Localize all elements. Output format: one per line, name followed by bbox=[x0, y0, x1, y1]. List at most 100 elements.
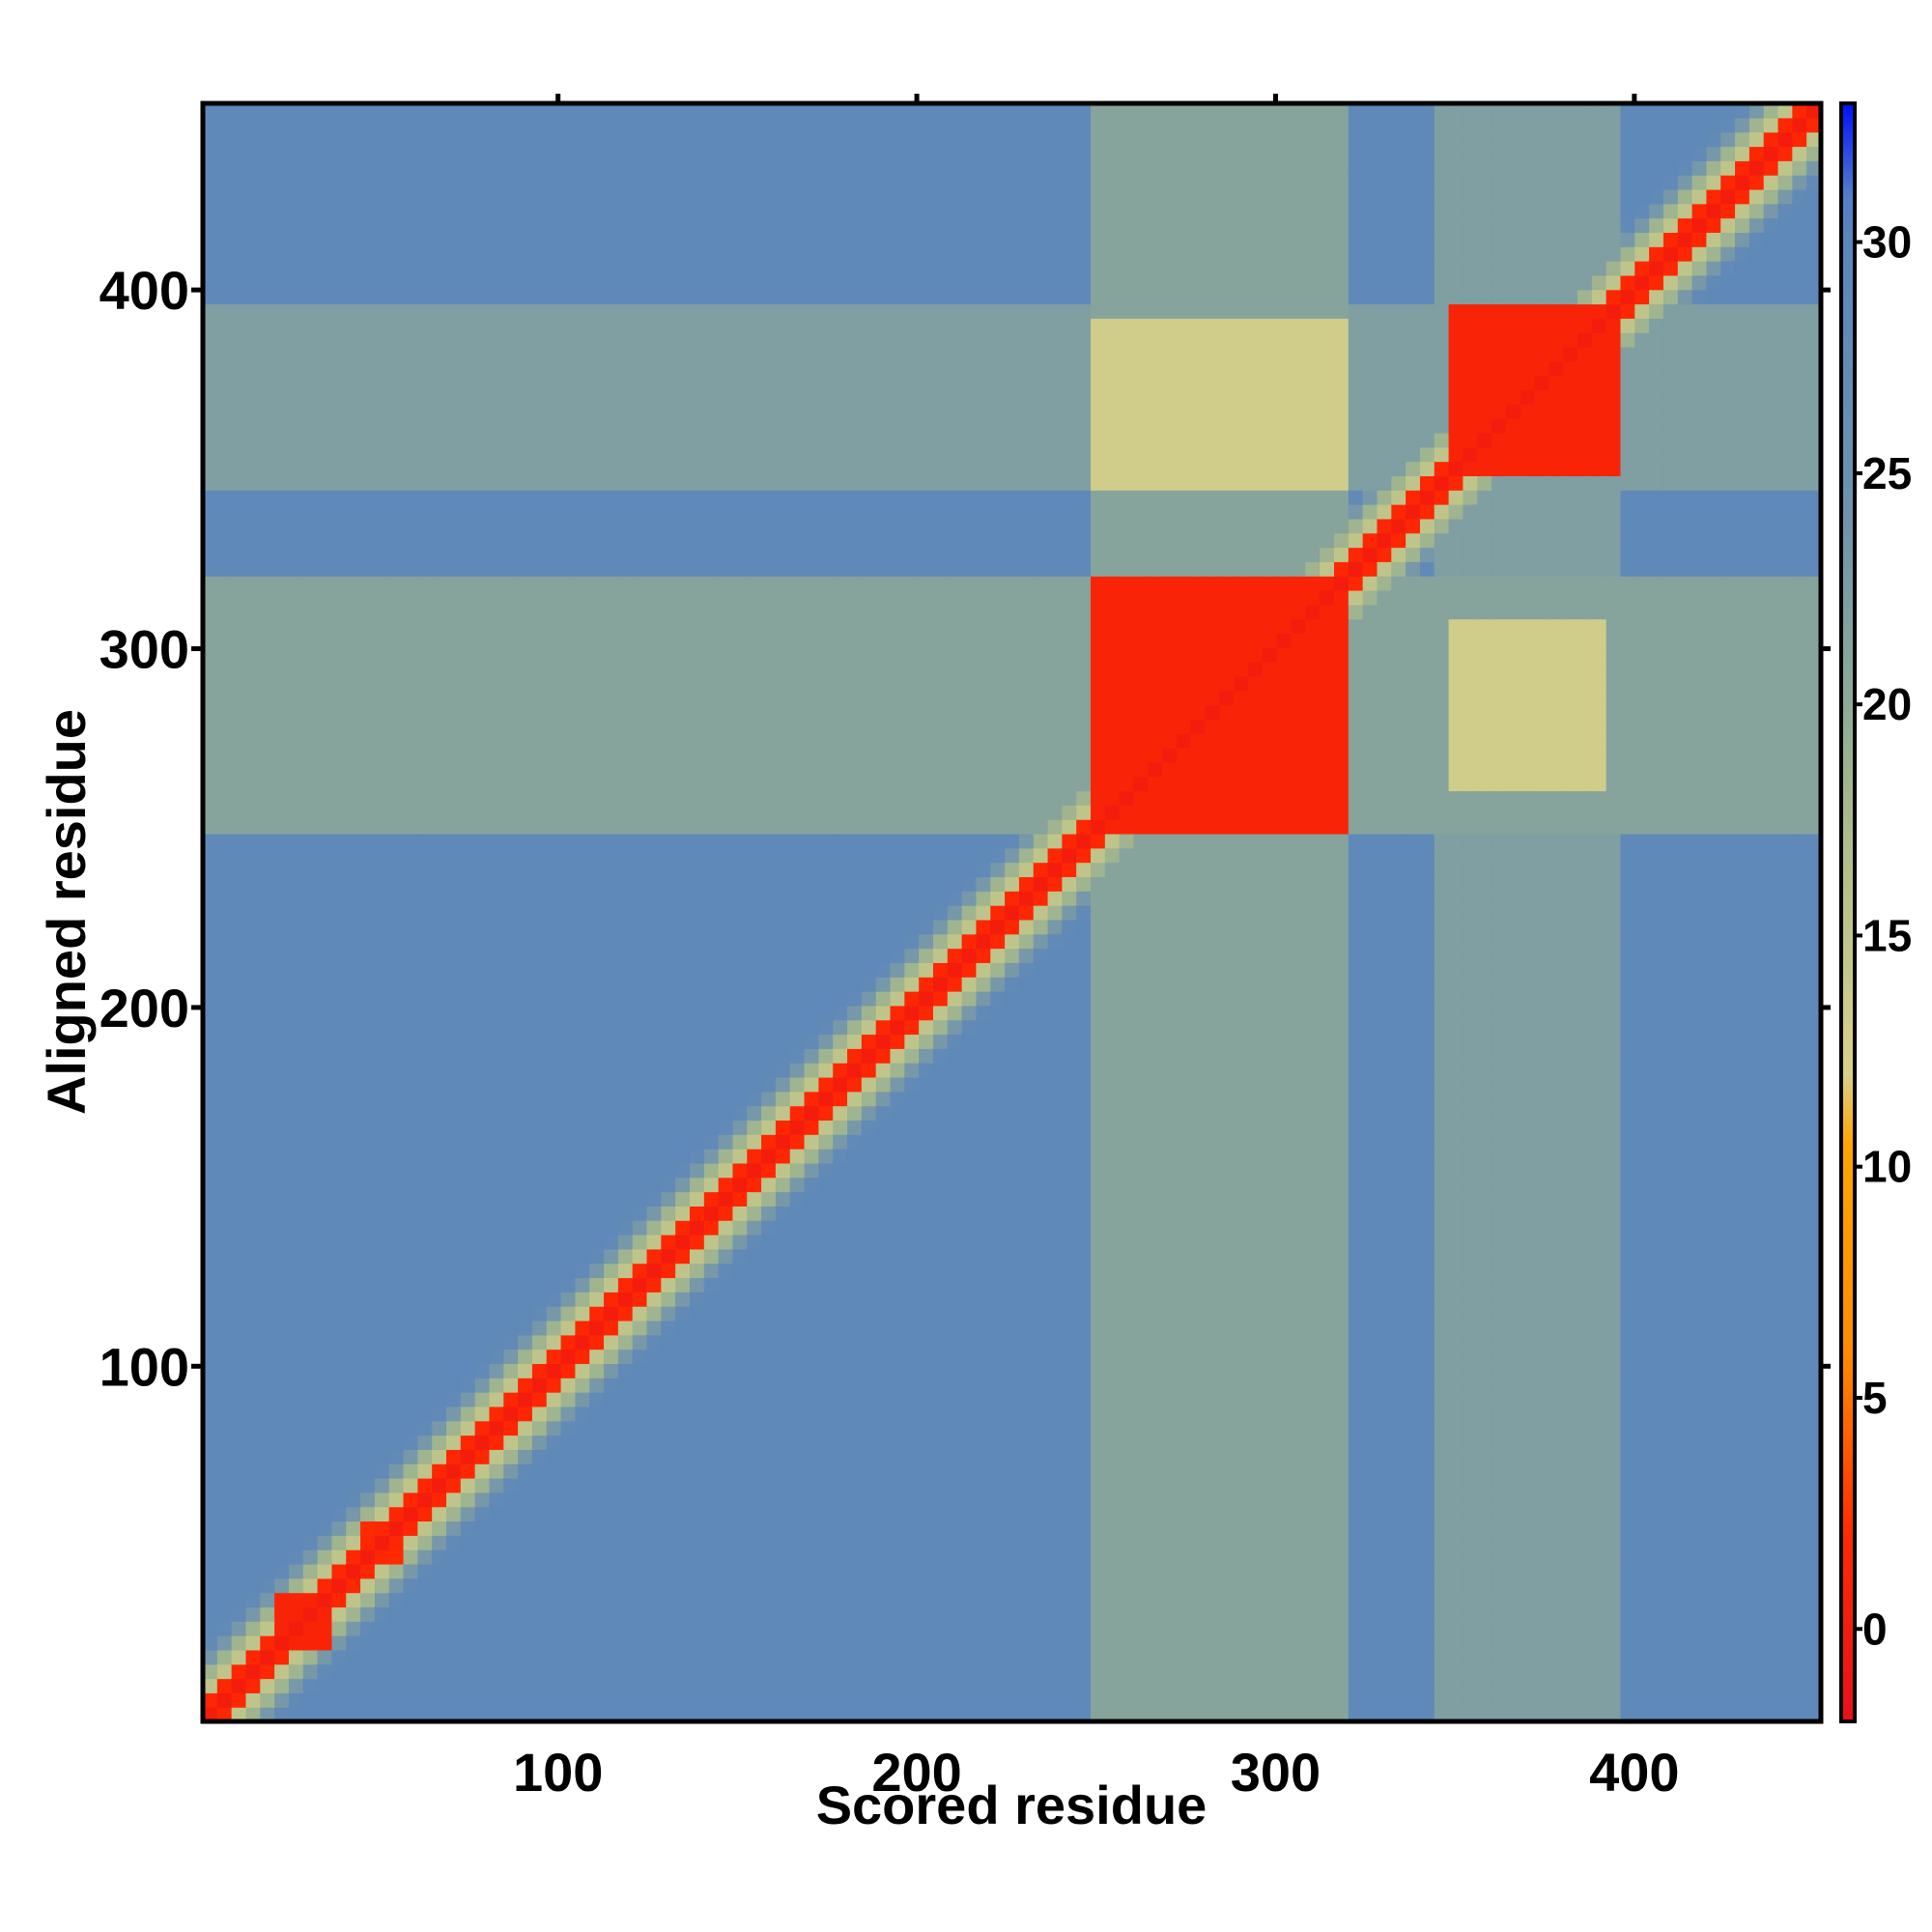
heatmap-cell bbox=[761, 1177, 777, 1193]
heatmap-cell bbox=[560, 103, 576, 119]
heatmap-cell bbox=[503, 1420, 519, 1436]
heatmap-cell bbox=[560, 1134, 576, 1150]
heatmap-cell bbox=[503, 1707, 519, 1722]
heatmap-cell bbox=[346, 261, 361, 276]
heatmap-cell bbox=[518, 719, 533, 734]
heatmap-cell bbox=[274, 274, 290, 291]
heatmap-cell bbox=[503, 103, 519, 119]
heatmap-cell bbox=[216, 1277, 233, 1293]
heatmap-cell bbox=[360, 1663, 376, 1680]
heatmap-cell bbox=[317, 1076, 332, 1093]
heatmap-cell bbox=[245, 547, 261, 562]
heatmap-cell bbox=[231, 748, 247, 763]
heatmap-cell bbox=[288, 160, 304, 176]
heatmap-cell bbox=[460, 188, 476, 205]
heatmap-cell bbox=[231, 188, 247, 205]
heatmap-cell bbox=[818, 675, 834, 692]
heatmap-cell bbox=[417, 1034, 433, 1049]
heatmap-cell bbox=[203, 1105, 218, 1122]
heatmap-cell bbox=[732, 1306, 748, 1321]
heatmap-cell bbox=[804, 1478, 819, 1493]
heatmap-cell bbox=[346, 461, 361, 476]
heatmap-cell bbox=[432, 1105, 447, 1122]
heatmap-cell bbox=[432, 962, 447, 978]
heatmap-cell bbox=[489, 1549, 504, 1565]
heatmap-cell bbox=[646, 1034, 662, 1049]
heatmap-cell bbox=[632, 475, 648, 491]
heatmap-cell bbox=[531, 246, 548, 262]
heatmap-cell bbox=[203, 1235, 218, 1250]
heatmap-cell bbox=[445, 432, 462, 448]
heatmap-cell bbox=[216, 1349, 233, 1365]
heatmap-cell bbox=[789, 332, 806, 348]
heatmap-cell bbox=[274, 719, 290, 734]
heatmap-cell bbox=[346, 833, 361, 849]
heatmap-cell bbox=[317, 1563, 332, 1579]
heatmap-cell bbox=[460, 117, 476, 133]
heatmap-cell bbox=[346, 675, 361, 692]
heatmap-cell bbox=[531, 461, 548, 476]
heatmap-cell bbox=[589, 1492, 605, 1508]
heatmap-cell bbox=[646, 962, 662, 978]
heatmap-cell bbox=[274, 604, 290, 620]
heatmap-cell bbox=[531, 446, 548, 463]
heatmap-cell bbox=[675, 933, 691, 950]
heatmap-cell bbox=[489, 561, 504, 577]
heatmap-cell bbox=[575, 246, 590, 262]
heatmap-cell bbox=[203, 805, 218, 820]
heatmap-cell bbox=[646, 332, 662, 348]
heatmap-cell bbox=[388, 261, 405, 276]
heatmap-cell bbox=[617, 1492, 634, 1508]
heatmap-cell bbox=[374, 1134, 390, 1150]
heatmap-cell bbox=[560, 146, 576, 161]
heatmap-cell bbox=[775, 117, 791, 133]
heatmap-cell bbox=[388, 847, 405, 864]
heatmap-cell bbox=[703, 633, 720, 648]
heatmap-cell bbox=[302, 547, 319, 562]
heatmap-cell bbox=[575, 475, 590, 491]
heatmap-cell bbox=[503, 504, 519, 520]
heatmap-cell bbox=[302, 1334, 319, 1350]
heatmap-cell bbox=[288, 748, 304, 763]
heatmap-cell bbox=[503, 261, 519, 276]
heatmap-cell bbox=[833, 1707, 848, 1722]
heatmap-cell bbox=[388, 1577, 405, 1594]
heatmap-cell bbox=[474, 891, 491, 906]
heatmap-cell bbox=[575, 175, 590, 190]
heatmap-cell bbox=[518, 1019, 533, 1036]
heatmap-cell bbox=[203, 1649, 218, 1665]
heatmap-cell bbox=[689, 1076, 705, 1093]
heatmap-cell bbox=[604, 446, 619, 463]
heatmap-cell bbox=[417, 1263, 433, 1279]
heatmap-cell bbox=[560, 604, 576, 620]
heatmap-cell bbox=[360, 704, 376, 720]
heatmap-cell bbox=[747, 1149, 762, 1164]
heatmap-cell bbox=[761, 175, 777, 190]
heatmap-cell bbox=[489, 146, 504, 161]
heatmap-cell bbox=[489, 1520, 504, 1536]
heatmap-cell bbox=[747, 490, 762, 505]
heatmap-cell bbox=[732, 675, 748, 692]
heatmap-cell bbox=[274, 1292, 290, 1307]
heatmap-cell bbox=[789, 1520, 806, 1536]
heatmap-cell bbox=[331, 274, 347, 291]
heatmap-cell bbox=[560, 1492, 576, 1508]
heatmap-cell bbox=[231, 1091, 247, 1107]
heatmap-cell bbox=[474, 303, 491, 319]
heatmap-cell bbox=[474, 962, 491, 978]
heatmap-cell bbox=[274, 261, 290, 276]
heatmap-cell bbox=[503, 1678, 519, 1693]
heatmap-cell bbox=[231, 962, 247, 978]
heatmap-cell bbox=[747, 761, 762, 778]
heatmap-cell bbox=[617, 819, 634, 835]
heatmap-cell bbox=[675, 905, 691, 921]
heatmap-cell bbox=[360, 1492, 376, 1508]
heatmap-cell bbox=[245, 1349, 261, 1365]
heatmap-cell bbox=[675, 847, 691, 864]
heatmap-cell bbox=[445, 1220, 462, 1236]
heatmap-cell bbox=[503, 962, 519, 978]
heatmap-cell bbox=[560, 876, 576, 892]
heatmap-cell bbox=[388, 418, 405, 434]
heatmap-cell bbox=[432, 675, 447, 692]
heatmap-cell bbox=[489, 1678, 504, 1693]
